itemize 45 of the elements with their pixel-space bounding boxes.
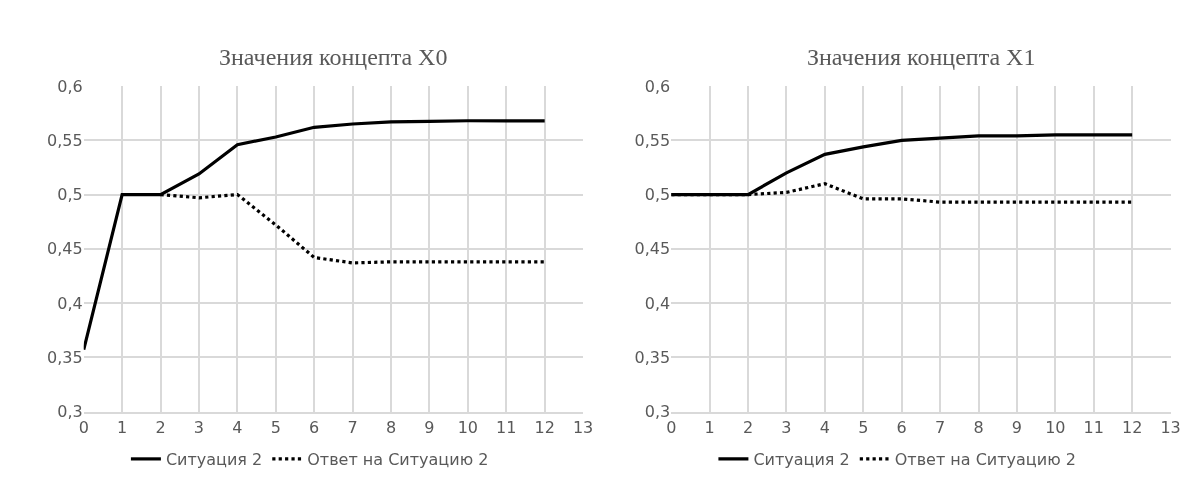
x-tick-label: 8 <box>385 417 397 437</box>
x-tick-label: 10 <box>1045 417 1066 437</box>
chart-title: Значения концепта X1 <box>807 44 1036 70</box>
x-tick-label: 11 <box>1083 417 1104 437</box>
y-tick-label: 0,4 <box>644 293 671 313</box>
x-tick-label: 4 <box>232 417 243 437</box>
x-tick-label: 12 <box>1122 417 1143 437</box>
y-tick-label: 0,5 <box>57 185 83 205</box>
y-tick-label: 0,5 <box>644 185 671 205</box>
x-tick-label: 10 <box>457 417 479 437</box>
x-tick-label: 1 <box>117 417 128 437</box>
y-tick-label: 0,45 <box>47 239 83 259</box>
y-tick-label: 0,55 <box>47 130 83 150</box>
x-tick-label: 7 <box>935 417 946 437</box>
x-tick-label: 2 <box>155 417 166 437</box>
x-tick-label: 6 <box>309 417 320 437</box>
y-tick-label: 0,35 <box>47 347 83 367</box>
y-tick-label: 0,6 <box>57 76 83 96</box>
x-tick-label: 1 <box>704 417 715 437</box>
x-tick-label: 13 <box>1160 417 1181 437</box>
y-tick-label: 0,45 <box>634 239 671 259</box>
y-tick-label: 0,6 <box>644 76 671 96</box>
x-tick-label: 5 <box>270 417 281 437</box>
x-tick-label: 4 <box>819 417 830 437</box>
x-tick-label: 7 <box>347 417 358 437</box>
legend-label: Ситуация 2 <box>753 450 850 470</box>
legend-label: Ситуация 2 <box>165 450 263 470</box>
x-tick-label: 9 <box>1011 417 1023 437</box>
y-tick-label: 0,35 <box>634 347 671 367</box>
x-tick-label: 9 <box>424 417 435 437</box>
legend-label: Ответ на Ситуацию 2 <box>894 450 1076 470</box>
x-tick-label: 5 <box>858 417 869 437</box>
y-tick-label: 0,4 <box>57 293 83 313</box>
x-tick-label: 3 <box>193 417 205 437</box>
x-tick-label: 3 <box>781 417 792 437</box>
x-tick-label: 12 <box>534 417 555 437</box>
x-tick-label: 8 <box>973 417 984 437</box>
x-tick-label: 11 <box>496 417 517 437</box>
line-series <box>83 119 547 352</box>
x-tick-label: 2 <box>742 417 754 437</box>
y-tick-label: 0,55 <box>634 130 671 150</box>
chart-title: Значения концепта X0 <box>219 44 448 70</box>
x-tick-label: 6 <box>896 417 907 437</box>
x-tick-label: 13 <box>572 417 594 437</box>
legend-label: Ответ на Ситуацию 2 <box>307 450 489 470</box>
